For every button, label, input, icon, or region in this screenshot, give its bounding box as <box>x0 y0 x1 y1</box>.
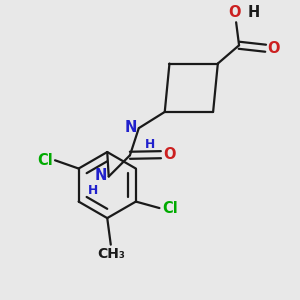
Text: O: O <box>228 5 241 20</box>
Text: N: N <box>95 168 107 183</box>
Text: CH₃: CH₃ <box>97 247 125 261</box>
Text: H: H <box>88 184 98 197</box>
Text: Cl: Cl <box>37 153 53 168</box>
Text: O: O <box>163 147 175 162</box>
Text: H: H <box>145 138 155 151</box>
Text: O: O <box>268 41 280 56</box>
Text: H: H <box>247 5 260 20</box>
Text: N: N <box>125 120 137 135</box>
Text: Cl: Cl <box>162 201 178 216</box>
